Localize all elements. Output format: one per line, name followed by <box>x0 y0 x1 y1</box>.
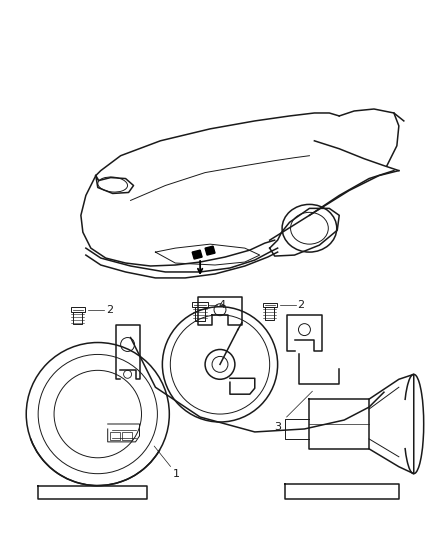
Polygon shape <box>205 246 215 255</box>
Polygon shape <box>192 250 202 259</box>
Text: 2: 2 <box>297 300 304 310</box>
Text: 4: 4 <box>218 300 225 310</box>
Text: 1: 1 <box>173 469 180 479</box>
Bar <box>122 432 131 440</box>
Bar <box>110 432 120 440</box>
Text: 3: 3 <box>275 422 282 432</box>
Text: 2: 2 <box>106 305 113 314</box>
